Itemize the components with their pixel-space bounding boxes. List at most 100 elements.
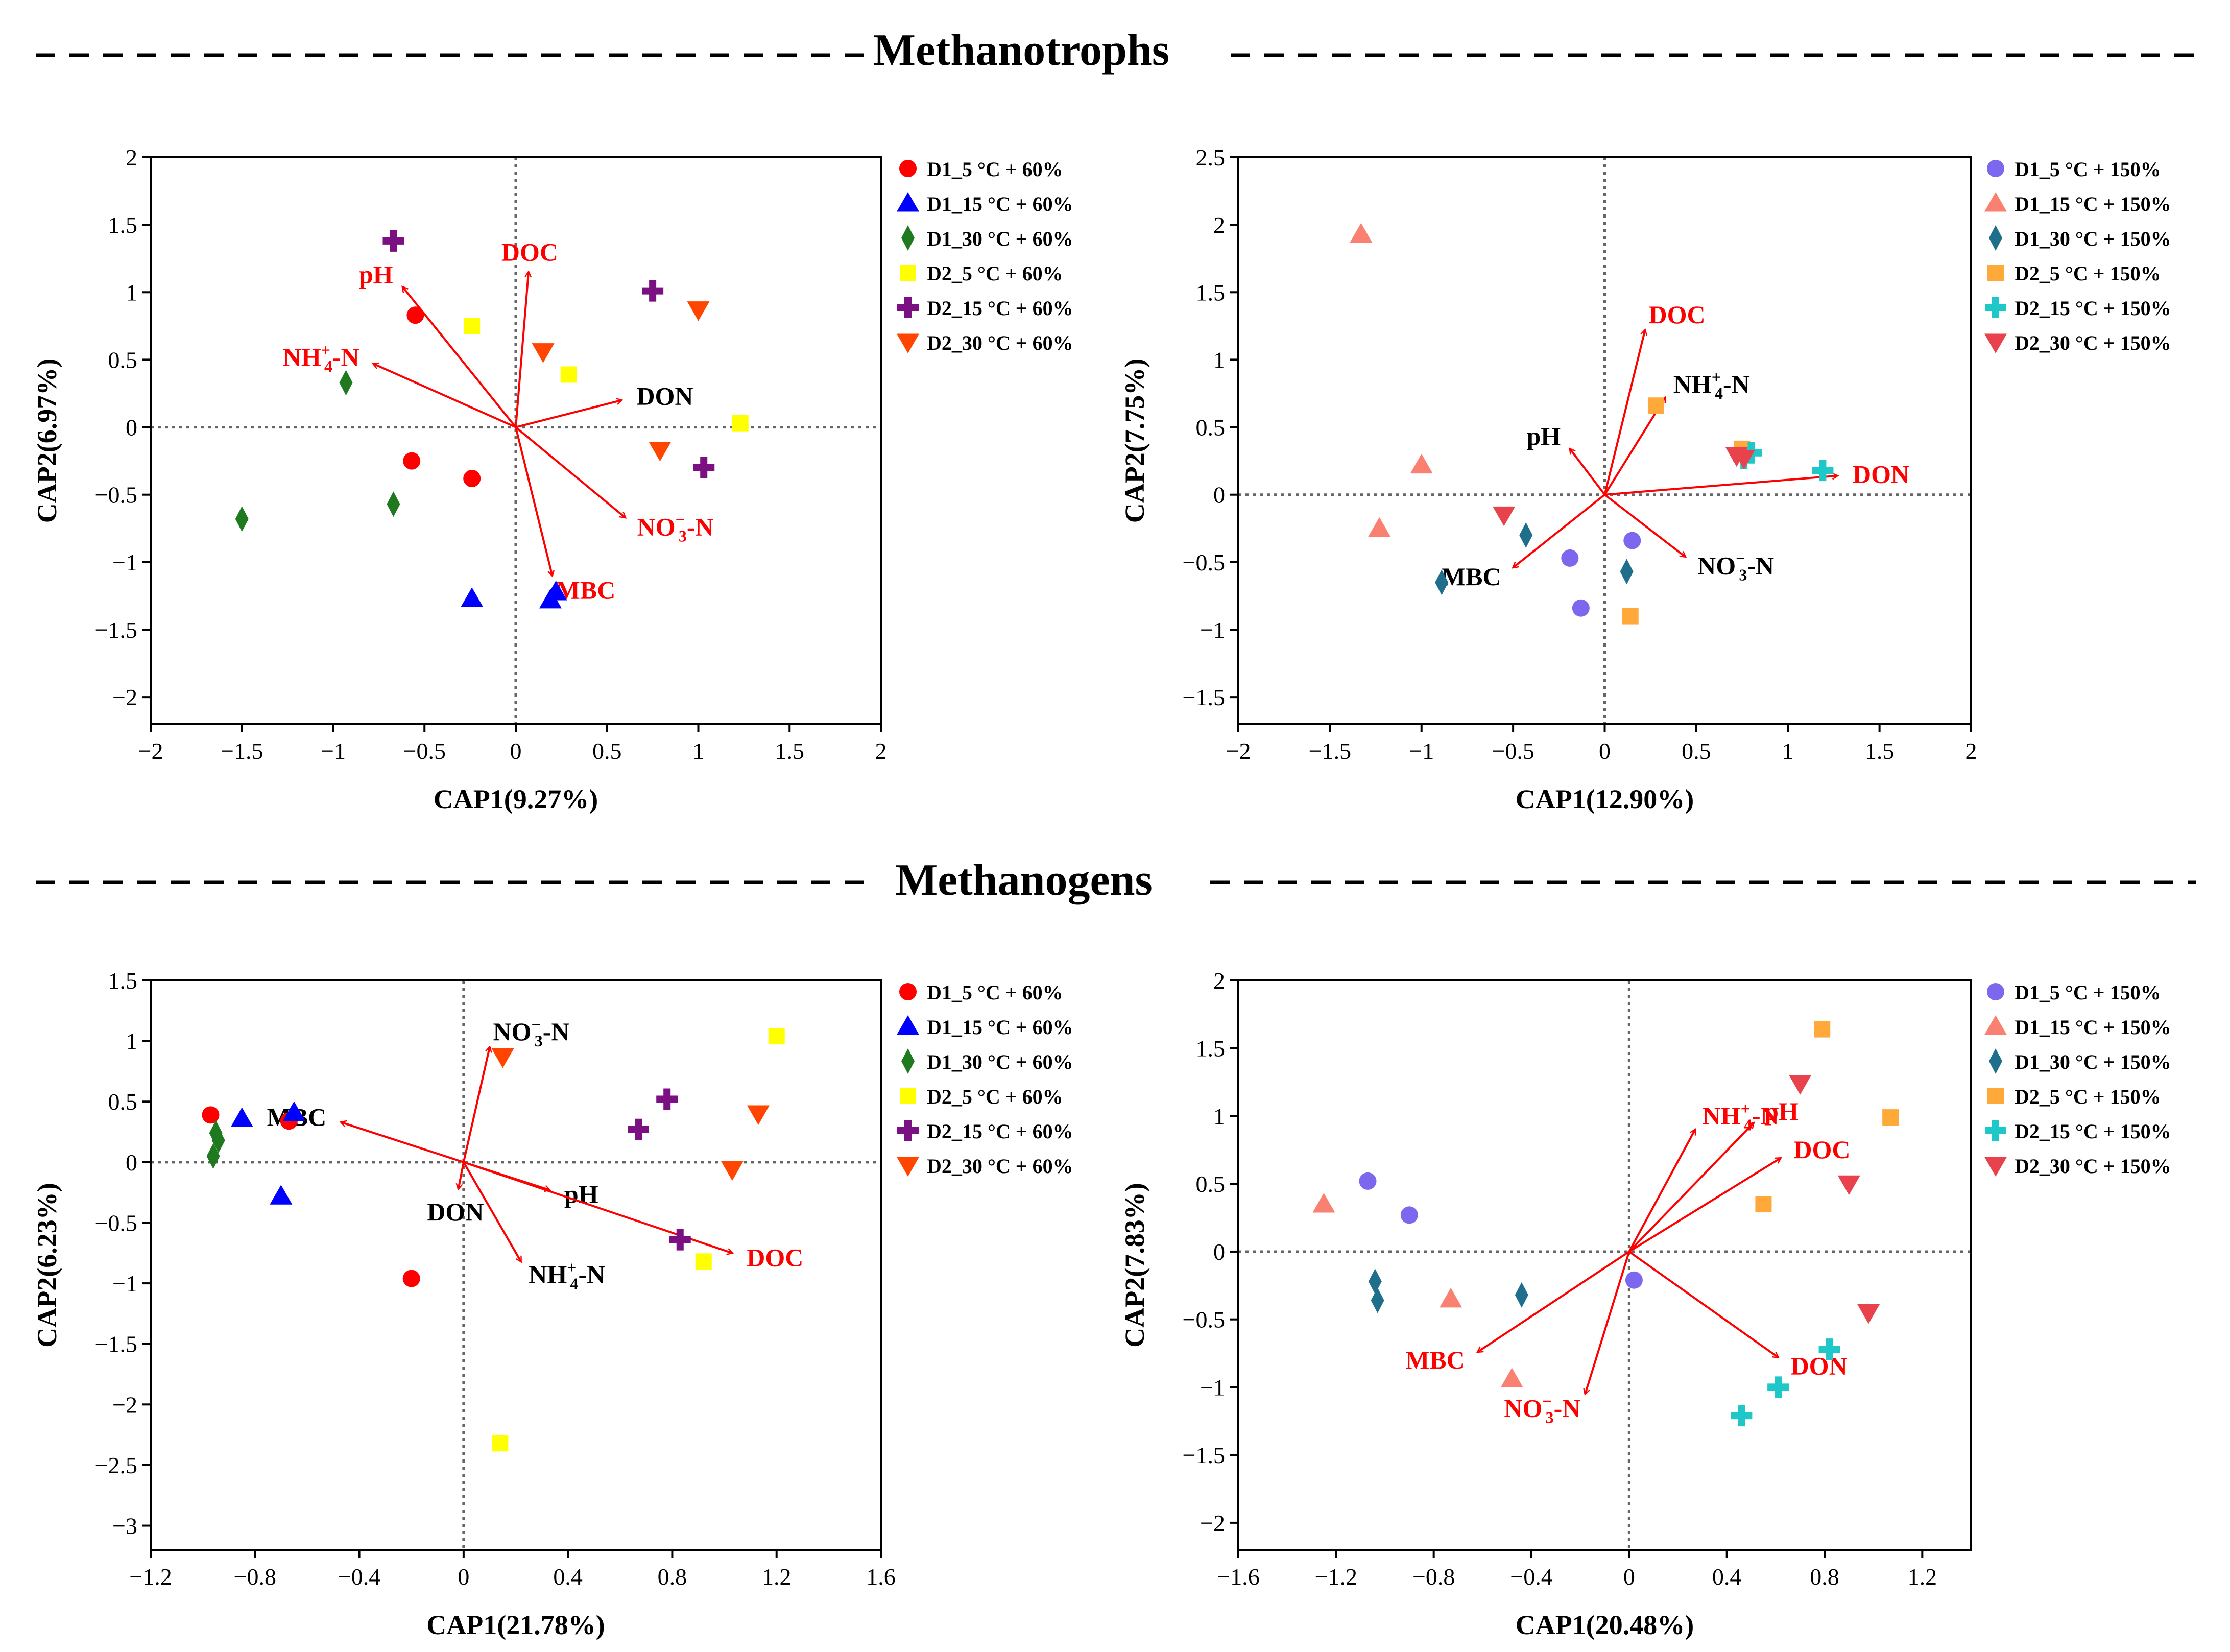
- data-point: [1623, 532, 1641, 549]
- arrow-label: NO− 3-N: [1504, 1392, 1580, 1426]
- x-tick-label: −0.8: [1412, 1564, 1455, 1590]
- arrow-label: DOC: [501, 238, 558, 267]
- y-tick-label: 1: [1213, 347, 1225, 373]
- y-axis-title: CAP2(7.83%): [1119, 1183, 1150, 1347]
- y-tick-label: 0.5: [1196, 415, 1226, 441]
- data-point: [463, 470, 481, 487]
- y-tick-label: −0.5: [1183, 1307, 1225, 1333]
- x-tick-label: 0.4: [553, 1564, 583, 1590]
- data-point: [230, 1107, 253, 1127]
- y-tick-label: 2: [1213, 212, 1225, 238]
- env-arrow: [515, 400, 621, 428]
- legend-marker: [1987, 265, 2004, 281]
- data-point: [1410, 453, 1433, 474]
- data-point: [1882, 1109, 1899, 1126]
- legend-marker: [899, 160, 917, 177]
- legend-marker: [897, 297, 919, 318]
- legend-label: D2_15 °C + 150%: [2015, 1120, 2171, 1143]
- legend-marker: [897, 192, 919, 212]
- legend-marker: [897, 333, 919, 353]
- env-arrow: [1604, 494, 1686, 557]
- x-tick-label: −1: [321, 738, 346, 764]
- legend-marker: [1985, 297, 2006, 318]
- data-point: [687, 301, 710, 321]
- x-tick-label: 2: [875, 738, 887, 764]
- data-point: [1818, 1338, 1840, 1360]
- y-tick-label: 1: [1213, 1103, 1225, 1129]
- data-point: [492, 1435, 509, 1452]
- y-axis-title: CAP2(6.23%): [32, 1183, 62, 1347]
- arrow-label: MBC: [1405, 1346, 1465, 1374]
- env-arrow: [1628, 1123, 1754, 1253]
- legend-label: D2_5 °C + 150%: [2015, 262, 2161, 285]
- legend-label: D1_5 °C + 150%: [2015, 981, 2161, 1004]
- legend-marker: [1985, 1120, 2006, 1141]
- y-tick-label: −1.5: [95, 617, 137, 643]
- env-arrow: [1478, 1251, 1630, 1352]
- data-point: [1493, 506, 1516, 526]
- data-point: [270, 1185, 293, 1205]
- data-point: [1371, 1287, 1384, 1313]
- env-arrow: [1628, 1251, 1778, 1357]
- x-tick-label: 1: [1782, 738, 1794, 764]
- env-arrow: [515, 426, 626, 518]
- env-arrow: [1628, 1158, 1781, 1253]
- arrow-label: MBC: [1442, 562, 1501, 591]
- x-tick-label: 2: [1965, 738, 1977, 764]
- data-point: [1519, 522, 1533, 548]
- y-tick-label: 2.5: [1196, 145, 1226, 171]
- arrow-label: DON: [1853, 460, 1909, 488]
- data-point: [560, 366, 577, 383]
- arrow-label: NH+ 4-N: [529, 1258, 605, 1292]
- x-tick-label: −1.2: [1315, 1564, 1357, 1590]
- data-point: [732, 415, 749, 432]
- arrow-label: NH+ 4-N: [1703, 1099, 1779, 1134]
- ordination-panel-methanotrophs-150: −2 −1.5 −1 −0.5 0 0.5 1 1.5 2 −1.5 −1 −0.5 0 0.5 1 1.5 2…: [1119, 145, 2171, 815]
- data-point: [669, 1229, 691, 1251]
- legend-marker: [1984, 333, 2007, 353]
- legend-label: D2_5 °C + 60%: [927, 262, 1063, 285]
- data-point: [628, 1118, 650, 1140]
- x-tick-label: 1.2: [1908, 1564, 1937, 1590]
- y-axis-title: CAP2(6.97%): [32, 358, 62, 523]
- data-point: [1622, 608, 1639, 625]
- legend-marker: [1984, 1015, 2007, 1035]
- arrow-label: NO− 3-N: [493, 1015, 570, 1050]
- legend-marker: [1984, 1157, 2007, 1177]
- arrow-label: NO− 3-N: [637, 511, 714, 545]
- arrow-label: NH+ 4-N: [283, 341, 359, 375]
- data-point: [1435, 569, 1449, 595]
- legend-label: D2_30 °C + 60%: [927, 331, 1073, 354]
- legend-label: D1_5 °C + 60%: [927, 981, 1063, 1004]
- data-point: [1837, 1175, 1860, 1195]
- y-tick-label: −1: [112, 549, 137, 576]
- x-tick-label: 1.5: [1865, 738, 1895, 764]
- y-tick-label: −0.5: [1183, 549, 1225, 576]
- data-point: [1625, 1271, 1643, 1289]
- env-arrow: [515, 272, 529, 427]
- y-tick-label: 0: [1213, 1239, 1225, 1265]
- section-title: Methanogens: [895, 855, 1153, 905]
- y-tick-label: 2: [1213, 968, 1225, 994]
- legend-marker: [1989, 225, 2002, 251]
- y-tick-label: −3: [112, 1513, 137, 1539]
- data-point: [1767, 1376, 1789, 1398]
- env-arrow: [1628, 1130, 1696, 1252]
- legend-marker: [1989, 1048, 2002, 1074]
- legend-marker: [900, 1088, 916, 1104]
- y-tick-label: 1.5: [1196, 279, 1226, 305]
- data-point: [768, 1028, 785, 1045]
- data-point: [235, 506, 249, 532]
- y-tick-label: −1: [112, 1271, 137, 1297]
- legend-label: D2_15 °C + 60%: [927, 1120, 1073, 1143]
- section-methanotrophs: Methanotrophs: [36, 26, 2196, 75]
- x-tick-label: 0.5: [592, 738, 622, 764]
- data-point: [1731, 1405, 1753, 1427]
- arrow-label: DON: [636, 381, 693, 410]
- x-axis-title: CAP1(9.27%): [434, 784, 598, 815]
- y-tick-label: −2: [1200, 1510, 1225, 1536]
- env-arrow: [341, 1122, 464, 1163]
- x-tick-label: 0.4: [1712, 1564, 1742, 1590]
- x-tick-label: 1.6: [866, 1564, 896, 1590]
- data-point: [1400, 1206, 1418, 1224]
